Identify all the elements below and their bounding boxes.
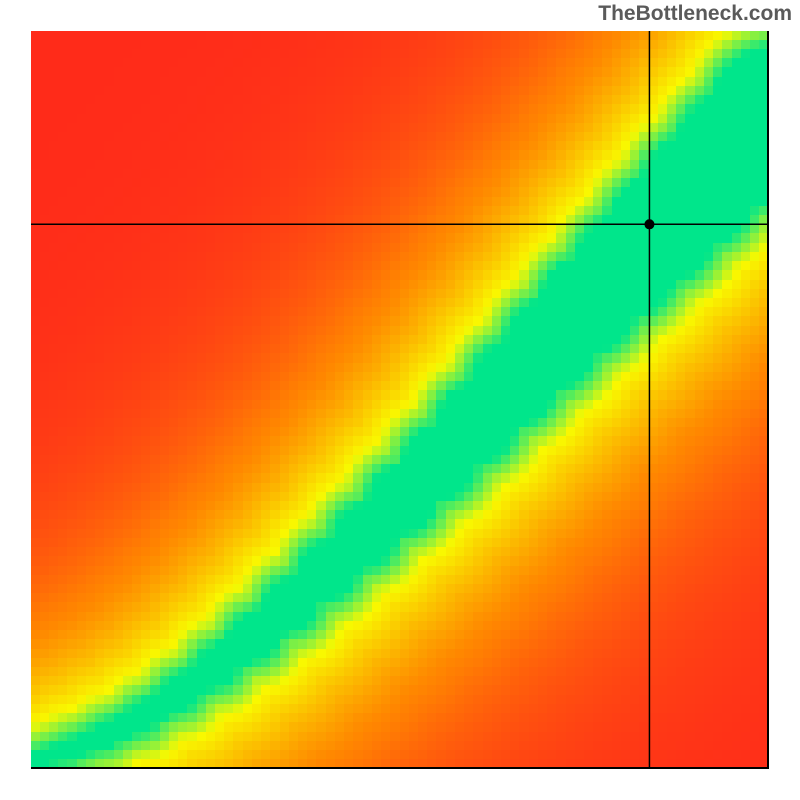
watermark-text: TheBottleneck.com	[598, 2, 792, 26]
heatmap-canvas	[31, 31, 769, 769]
bottleneck-heatmap	[31, 31, 769, 769]
